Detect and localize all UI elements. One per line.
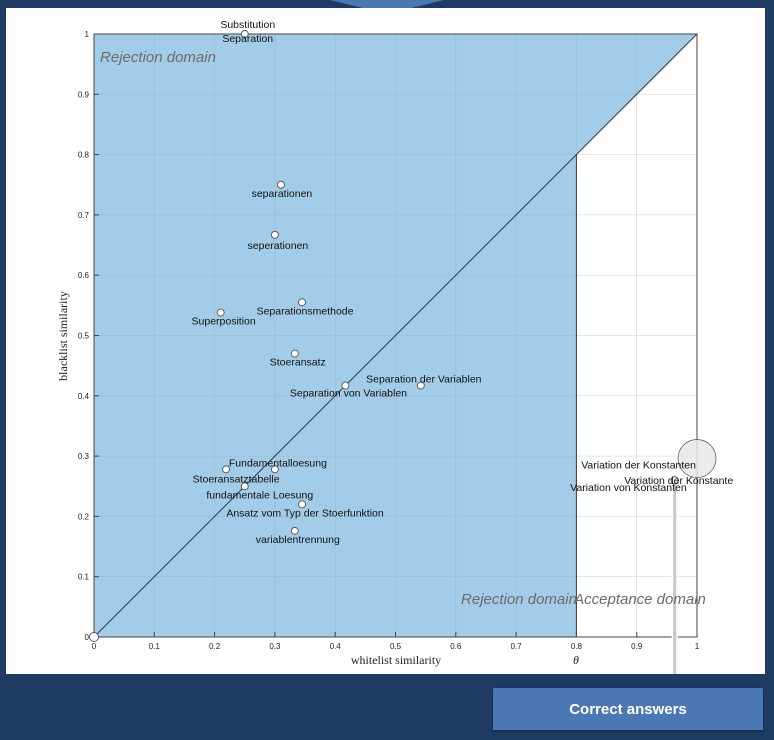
y-tick-label: 0.8 <box>78 151 90 160</box>
point-label: Separation von Variablen <box>290 388 407 400</box>
scatter-point <box>678 440 716 478</box>
x-tick-label: 0.6 <box>450 642 462 651</box>
point-label: Separation der Variablen <box>366 374 482 386</box>
point-label: variablentrennung <box>256 534 340 546</box>
x-tick-label: 0.3 <box>269 642 281 651</box>
scatter-point <box>271 231 278 238</box>
point-label: Stoeransatz <box>270 357 326 369</box>
point-label: separationen <box>252 188 313 200</box>
upper-rejection-label: Rejection domain <box>100 49 216 66</box>
point-label: Variation von Konstanten <box>570 482 687 494</box>
point-label: fundamentale Loesung <box>206 489 313 501</box>
y-axis-label: blacklist similarity <box>56 291 70 381</box>
threshold-label: θ <box>573 653 579 667</box>
y-tick-label: 0.7 <box>78 211 90 220</box>
x-tick-label: 0.1 <box>149 642 161 651</box>
point-label: Variation der Konstanten <box>581 460 696 472</box>
x-tick-label: 0.9 <box>631 642 643 651</box>
slide-panel: 0 0.1 0.2 0.3 0.4 0.5 0.6 0.7 0.8 0.9 1 0 0.1 0.2 0.3 0… <box>6 8 765 674</box>
chart-svg: 0 0.1 0.2 0.3 0.4 0.5 0.6 0.7 0.8 0.9 1 0 0.1 0.2 0.3 0… <box>6 8 765 674</box>
y-tick-label: 0.6 <box>78 271 90 280</box>
x-tick-label: 0.8 <box>571 642 583 651</box>
y-tick-label: 0.2 <box>78 512 90 521</box>
y-tick-label: 1 <box>85 30 90 39</box>
lower-rejection-label: Rejection domain <box>461 591 577 608</box>
point-label: Superposition <box>192 316 256 328</box>
y-tick-label: 0.5 <box>78 332 90 341</box>
point-label: seperationen <box>248 240 309 252</box>
point-label: Stoeransatztabelle <box>193 473 280 485</box>
x-tick-label: 0 <box>92 642 97 651</box>
point-label: Separation <box>222 33 273 45</box>
point-label: Separationsmethode <box>257 305 354 317</box>
point-label: Ansatz vom Typ der Stoerfunktion <box>226 507 384 519</box>
x-tick-label: 0.5 <box>390 642 402 651</box>
y-tick-label: 0 <box>85 633 90 642</box>
acceptance-label: Acceptance domain <box>573 591 706 608</box>
correct-answers-callout: Correct answers <box>493 688 763 730</box>
y-tick-label: 0.9 <box>78 90 90 99</box>
y-tick-label: 0.3 <box>78 452 90 461</box>
point-label: Fundamentalloesung <box>229 457 327 469</box>
y-tick-label: 0.4 <box>78 392 90 401</box>
x-tick-label: 0.2 <box>209 642 221 651</box>
x-tick-label: 0.7 <box>511 642 523 651</box>
x-tick-label: 1 <box>695 642 700 651</box>
x-tick-label: 0.4 <box>330 642 342 651</box>
y-tick-label: 0.1 <box>78 573 90 582</box>
point-label: Substitution <box>220 19 275 31</box>
scatter-point <box>90 633 99 642</box>
x-axis-label: whitelist similarity <box>351 653 441 667</box>
